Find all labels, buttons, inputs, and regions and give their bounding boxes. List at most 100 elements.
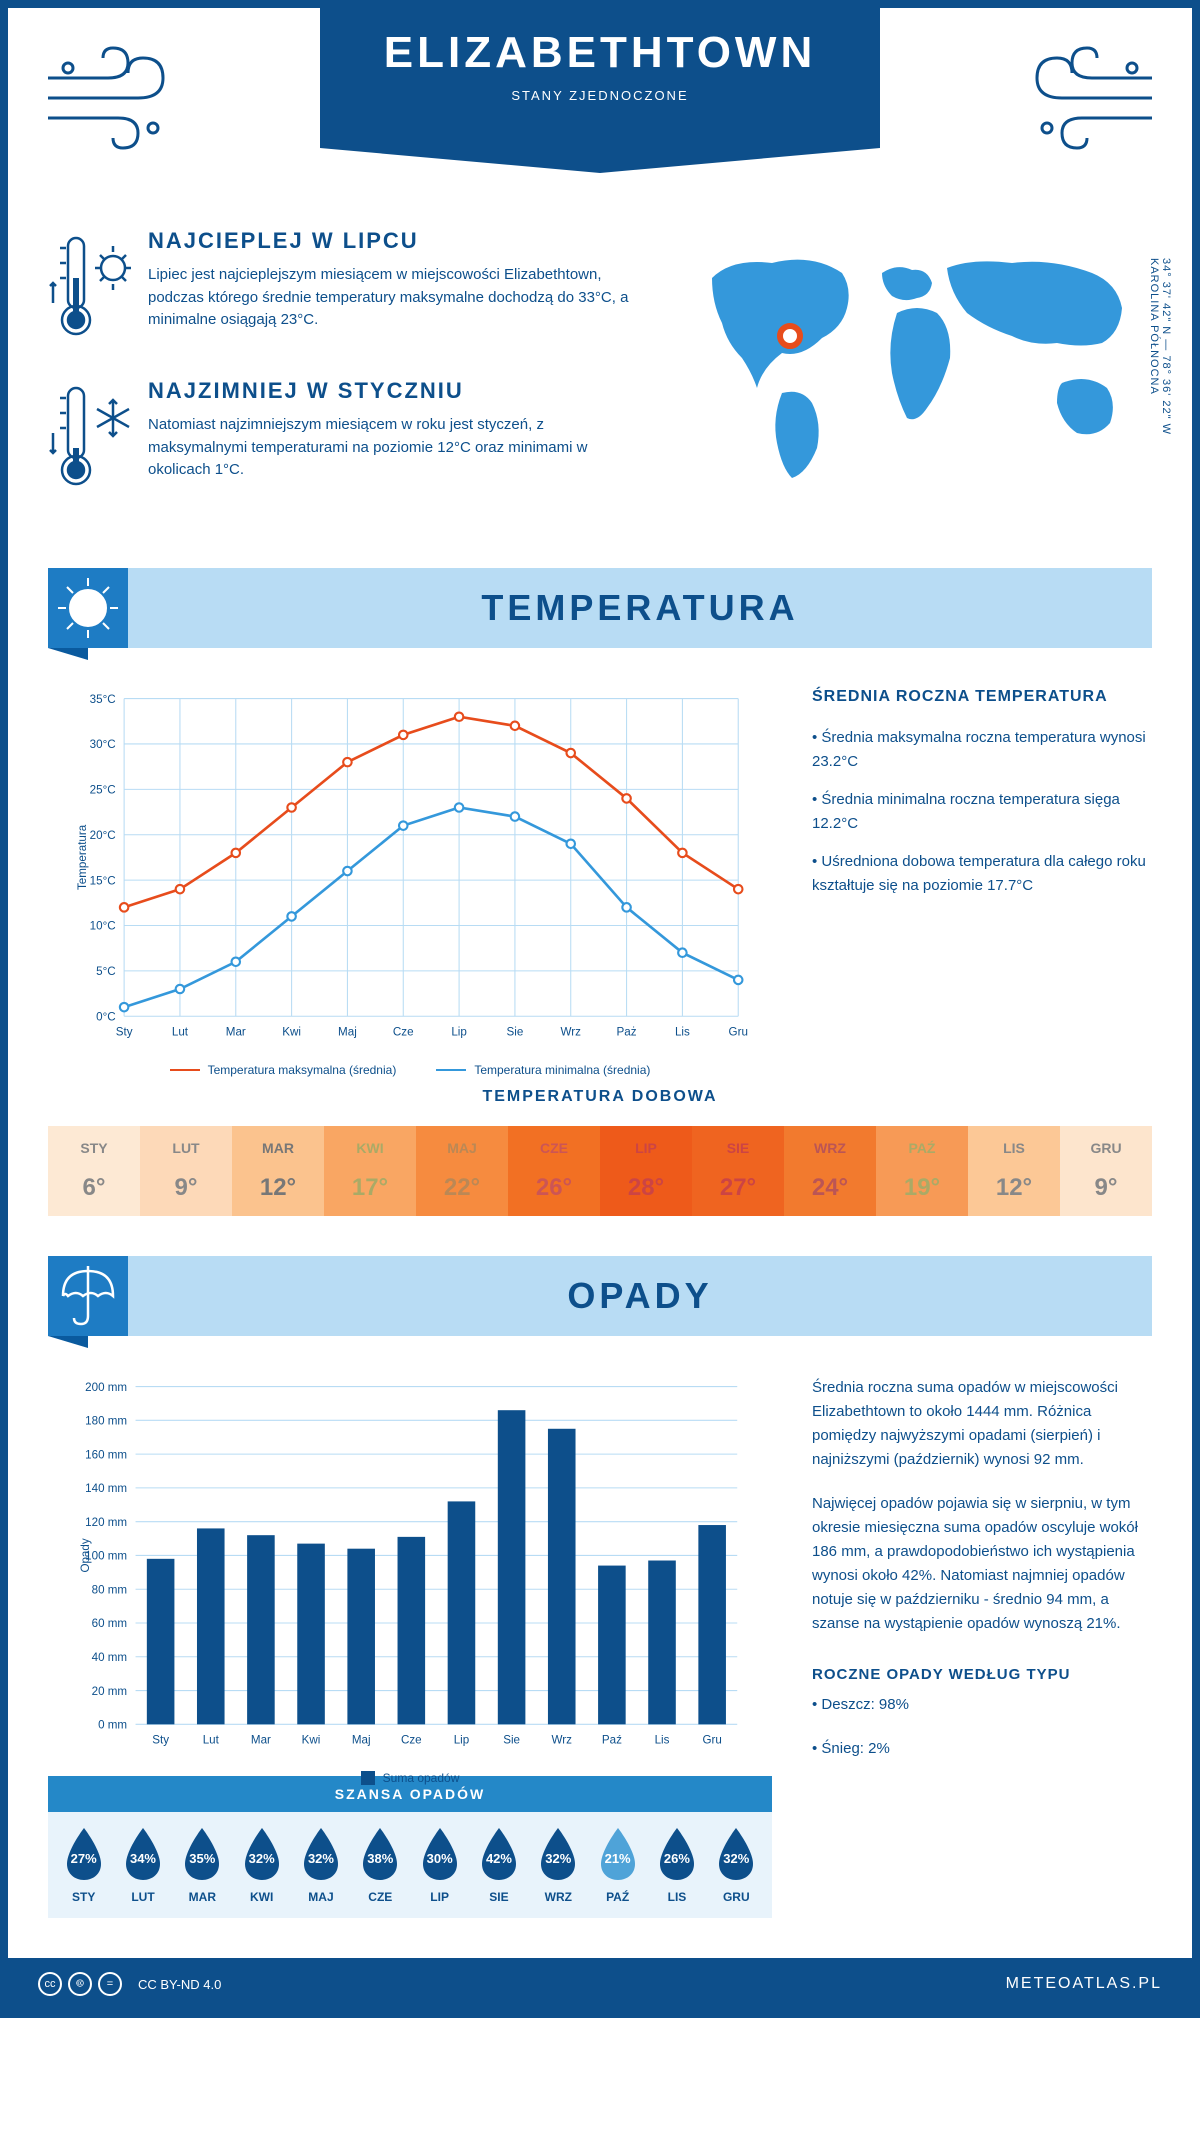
svg-text:Lip: Lip	[451, 1025, 467, 1038]
svg-text:60 mm: 60 mm	[92, 1617, 127, 1630]
daily-cell: CZE26°	[508, 1126, 600, 1216]
svg-text:200 mm: 200 mm	[85, 1381, 127, 1394]
rain-text-2: Najwięcej opadów pojawia się w sierpniu,…	[812, 1492, 1152, 1636]
daily-cell: LUT9°	[140, 1126, 232, 1216]
daily-cell: MAJ22°	[416, 1126, 508, 1216]
svg-text:160 mm: 160 mm	[85, 1448, 127, 1461]
cold-block: NAJZIMNIEJ W STYCZNIU Natomiast najzimni…	[48, 378, 642, 498]
legend-max: Temperatura maksymalna (średnia)	[170, 1063, 397, 1077]
svg-text:Kwi: Kwi	[282, 1025, 301, 1038]
chance-cell: 27%STY	[54, 1826, 113, 1904]
svg-text:Maj: Maj	[352, 1733, 371, 1746]
cold-title: NAJZIMNIEJ W STYCZNIU	[148, 378, 642, 404]
chance-cell: 32%WRZ	[529, 1826, 588, 1904]
svg-text:180 mm: 180 mm	[85, 1415, 127, 1428]
cc-icon: cc	[38, 1972, 62, 1996]
thermometer-cold-icon	[48, 378, 148, 498]
svg-text:20°C: 20°C	[90, 829, 116, 842]
svg-text:Sie: Sie	[503, 1733, 520, 1746]
svg-text:Paź: Paź	[602, 1733, 622, 1746]
svg-text:Wrz: Wrz	[561, 1025, 582, 1038]
svg-text:20 mm: 20 mm	[92, 1685, 127, 1698]
intro-section: NAJCIEPLEJ W LIPCU Lipiec jest najcieple…	[8, 208, 1192, 568]
temp-bullet-2: • Uśredniona dobowa temperatura dla całe…	[812, 850, 1152, 898]
precipitation-chart: 0 mm20 mm40 mm60 mm80 mm100 mm120 mm140 …	[48, 1376, 772, 1756]
svg-text:140 mm: 140 mm	[85, 1482, 127, 1495]
rain-section-bar: OPADY	[48, 1256, 1152, 1336]
svg-text:30°C: 30°C	[90, 738, 116, 751]
temp-info-title: ŚREDNIA ROCZNA TEMPERATURA	[812, 688, 1152, 706]
svg-text:Maj: Maj	[338, 1025, 357, 1038]
daily-cell: SIE27°	[692, 1126, 784, 1216]
license-text: CC BY-ND 4.0	[138, 1977, 221, 1992]
rain-info: Średnia roczna suma opadów w miejscowośc…	[772, 1376, 1152, 1918]
title-banner: ELIZABETHTOWN STANY ZJEDNOCZONE	[320, 8, 880, 148]
thermometer-hot-icon	[48, 228, 148, 348]
chance-cell: 38%CZE	[351, 1826, 410, 1904]
svg-text:Cze: Cze	[393, 1025, 414, 1038]
daily-cell: MAR12°	[232, 1126, 324, 1216]
temperature-chart: 0°C5°C10°C15°C20°C25°C30°C35°CStyLutMarK…	[48, 688, 772, 1048]
chance-box: SZANSA OPADÓW 27%STY34%LUT35%MAR32%KWI32…	[48, 1776, 772, 1918]
svg-text:Wrz: Wrz	[552, 1733, 573, 1746]
chance-cell: 34%LUT	[113, 1826, 172, 1904]
header: ELIZABETHTOWN STANY ZJEDNOCZONE	[8, 8, 1192, 208]
chance-cell: 26%LIS	[647, 1826, 706, 1904]
legend-rain: Suma opadów	[361, 1771, 460, 1785]
rain-text-1: Średnia roczna suma opadów w miejscowośc…	[812, 1376, 1152, 1472]
umbrella-icon	[48, 1256, 128, 1336]
temp-info: ŚREDNIA ROCZNA TEMPERATURA • Średnia mak…	[772, 688, 1152, 1048]
chance-cell: 32%GRU	[707, 1826, 766, 1904]
temp-title: TEMPERATURA	[128, 587, 1152, 629]
daily-cell: KWI17°	[324, 1126, 416, 1216]
svg-text:Lis: Lis	[655, 1733, 670, 1746]
chance-cell: 32%MAJ	[291, 1826, 350, 1904]
rain-type-rain: • Deszcz: 98%	[812, 1693, 1152, 1717]
svg-text:Gru: Gru	[729, 1025, 748, 1038]
svg-text:Sty: Sty	[116, 1025, 133, 1038]
svg-text:Mar: Mar	[251, 1733, 271, 1746]
svg-text:120 mm: 120 mm	[85, 1516, 127, 1529]
svg-text:10°C: 10°C	[90, 920, 116, 933]
svg-text:Opady: Opady	[79, 1538, 92, 1572]
svg-text:Mar: Mar	[226, 1025, 246, 1038]
daily-cell: WRZ24°	[784, 1126, 876, 1216]
hot-text: Lipiec jest najcieplejszym miesiącem w m…	[148, 264, 642, 332]
svg-text:Lip: Lip	[454, 1733, 470, 1746]
svg-text:Sie: Sie	[507, 1025, 524, 1038]
rain-type-snow: • Śnieg: 2%	[812, 1737, 1152, 1761]
sun-icon	[48, 568, 128, 648]
chance-cell: 21%PAŹ	[588, 1826, 647, 1904]
temp-bullet-0: • Średnia maksymalna roczna temperatura …	[812, 726, 1152, 774]
rain-type-title: ROCZNE OPADY WEDŁUG TYPU	[812, 1666, 1152, 1683]
hot-block: NAJCIEPLEJ W LIPCU Lipiec jest najcieple…	[48, 228, 642, 348]
svg-text:Lut: Lut	[203, 1733, 220, 1746]
by-icon: 🅭	[68, 1972, 92, 1996]
svg-text:Lis: Lis	[675, 1025, 690, 1038]
chance-cell: 35%MAR	[173, 1826, 232, 1904]
svg-text:Sty: Sty	[152, 1733, 169, 1746]
temp-section-bar: TEMPERATURA	[48, 568, 1152, 648]
daily-title: TEMPERATURA DOBOWA	[8, 1088, 1192, 1106]
svg-text:Gru: Gru	[702, 1733, 721, 1746]
svg-text:0°C: 0°C	[96, 1010, 116, 1023]
chance-cell: 32%KWI	[232, 1826, 291, 1904]
daily-temp-grid: STY6°LUT9°MAR12°KWI17°MAJ22°CZE26°LIP28°…	[48, 1126, 1152, 1216]
chance-cell: 30%LIP	[410, 1826, 469, 1904]
legend-min: Temperatura minimalna (średnia)	[436, 1063, 650, 1077]
svg-text:Lut: Lut	[172, 1025, 189, 1038]
daily-cell: GRU9°	[1060, 1126, 1152, 1216]
svg-text:80 mm: 80 mm	[92, 1583, 127, 1596]
city-name: ELIZABETHTOWN	[320, 28, 880, 78]
world-map	[672, 228, 1152, 508]
footer: cc 🅭 = CC BY-ND 4.0 METEOATLAS.PL	[8, 1958, 1192, 2010]
svg-text:5°C: 5°C	[96, 965, 116, 978]
svg-text:0 mm: 0 mm	[98, 1719, 127, 1732]
nd-icon: =	[98, 1972, 122, 1996]
chance-cell: 42%SIE	[469, 1826, 528, 1904]
svg-text:Temperatura: Temperatura	[76, 824, 89, 890]
svg-text:35°C: 35°C	[90, 693, 116, 706]
cold-text: Natomiast najzimniejszym miesiącem w rok…	[148, 414, 642, 482]
svg-text:Paż: Paż	[617, 1025, 637, 1038]
daily-cell: STY6°	[48, 1126, 140, 1216]
